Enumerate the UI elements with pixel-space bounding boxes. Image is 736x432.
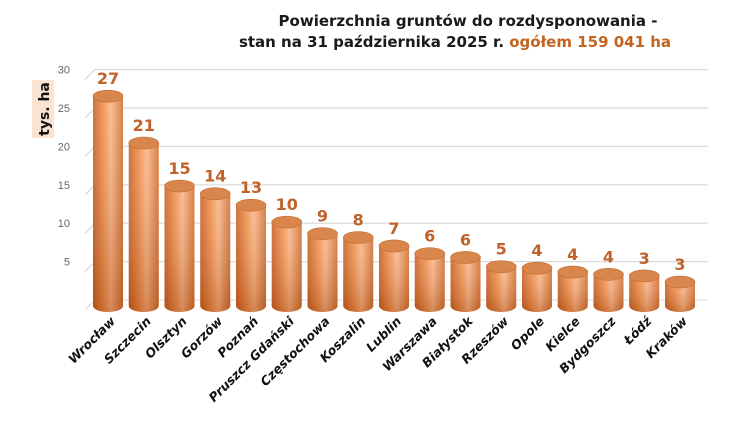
chart-title-date: stan na 31 października 2025 r. [239,33,504,51]
bar-shade [414,253,445,312]
bar-shade [271,222,302,312]
bar-Kraków [664,275,696,312]
bar-Bydgoszcz [593,268,624,312]
y-tick-label: 25 [58,103,70,115]
data-label: 15 [168,159,190,178]
bar-top [485,260,517,273]
bar-Koszalin [342,231,374,312]
data-label: 4 [567,245,578,264]
bar-Kielce [557,265,589,312]
gridline [84,107,708,119]
bar-shade [236,205,266,312]
bar-shade [128,143,159,312]
bar-Białystok [450,251,481,312]
bar-shade [93,96,123,313]
y-tick-label: 30 [58,65,70,77]
bar-Szczecin [128,136,160,312]
bar-shade [557,272,588,312]
y-tick-label: 10 [58,218,70,230]
bar-top [664,275,696,289]
data-label: 7 [388,219,399,238]
bar-top [378,239,410,253]
data-label: 5 [496,240,507,259]
bar-Opole [521,261,553,312]
gridline [84,145,708,157]
data-label: 14 [204,167,226,186]
bar-top [128,136,160,150]
bar-Pruszcz Gdański [271,215,303,312]
bar-top [235,198,267,212]
chart-title-total: ogółem 159 041 ha [509,33,671,51]
data-label: 4 [603,247,614,266]
bar-shade [307,233,338,312]
bar-shade [593,274,624,312]
bar-Wrocław [92,89,124,313]
chart-title-line1: Powierzchnia gruntów do rozdysponowania … [279,12,658,30]
bar-shade [379,245,409,312]
bar-shade [522,268,552,312]
data-label: 13 [240,178,262,197]
bar-shade [629,275,660,312]
bar-shade [665,282,695,312]
bar-top [271,215,303,229]
y-tick-label: 15 [58,180,70,192]
y-axis-label: tys. ha [37,82,53,136]
data-label: 10 [276,195,298,214]
gridline [84,68,708,81]
bar-Olsztyn [164,179,195,312]
data-label: 9 [317,207,328,226]
bar-Rzeszów [485,260,517,312]
bar-Częstochowa [307,227,338,312]
bar-shade [343,237,374,312]
data-label: 8 [353,210,364,229]
data-label: 6 [424,227,435,246]
bar-top [521,261,553,275]
bar-shade [486,266,517,312]
y-tick-label: 20 [58,141,70,153]
bar-top [307,227,338,240]
data-label: 27 [97,69,119,88]
x-tick-label: Opole [508,314,548,354]
bar-top [199,187,231,201]
bar-top [557,265,589,279]
bar-top [92,89,124,103]
y-axis-label-bg [32,80,54,138]
data-label: 3 [639,249,650,268]
bar-Poznań [235,198,267,312]
data-label: 6 [460,230,471,249]
data-label: 4 [531,241,542,260]
bar-shade [450,257,481,312]
bar-top [593,268,624,281]
bar-top [414,247,446,260]
data-label: 21 [133,116,155,135]
bar-Lublin [378,239,410,312]
bar-Warszawa [414,247,446,312]
chart-title-line2: stan na 31 października 2025 r. ogółem 1… [239,33,671,51]
data-label: 3 [674,255,685,274]
bar-top [450,251,481,264]
bar-shade [164,186,195,312]
bar-top [164,179,195,193]
bar-shade [200,193,231,312]
bar-Łódź [628,269,660,312]
bar-Gorzów [199,187,231,312]
y-tick-label: 5 [64,257,70,269]
bar-top [628,269,660,283]
bar-top [342,231,374,244]
